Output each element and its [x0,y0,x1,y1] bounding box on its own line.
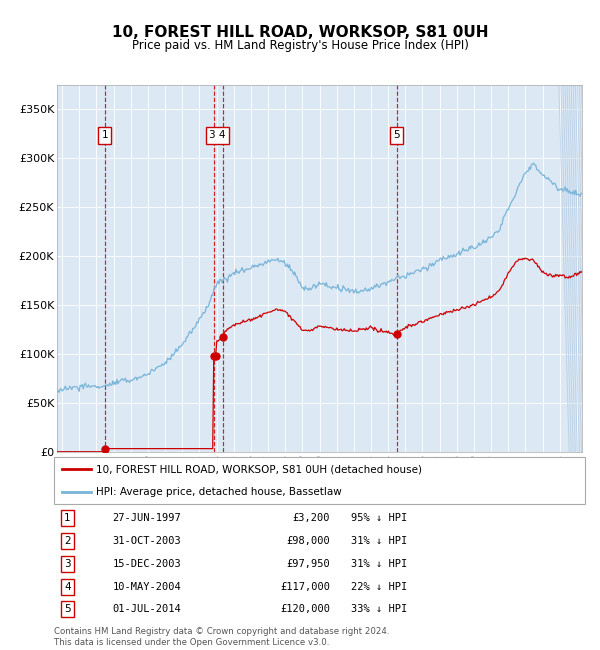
FancyBboxPatch shape [54,457,585,504]
Text: £98,000: £98,000 [286,536,330,546]
Text: 1: 1 [64,514,71,523]
Text: 3: 3 [64,559,71,569]
Text: £117,000: £117,000 [280,582,330,592]
Text: Price paid vs. HM Land Registry's House Price Index (HPI): Price paid vs. HM Land Registry's House … [131,39,469,52]
Text: 31% ↓ HPI: 31% ↓ HPI [352,536,407,546]
Text: 2: 2 [64,536,71,546]
Text: £3,200: £3,200 [293,514,330,523]
Text: 10, FOREST HILL ROAD, WORKSOP, S81 0UH: 10, FOREST HILL ROAD, WORKSOP, S81 0UH [112,25,488,40]
Text: 5: 5 [394,131,400,140]
Text: HPI: Average price, detached house, Bassetlaw: HPI: Average price, detached house, Bass… [97,487,342,497]
Text: 31% ↓ HPI: 31% ↓ HPI [352,559,407,569]
Text: 4: 4 [64,582,71,592]
Text: £97,950: £97,950 [286,559,330,569]
Text: 95% ↓ HPI: 95% ↓ HPI [352,514,407,523]
Text: 22% ↓ HPI: 22% ↓ HPI [352,582,407,592]
Text: 33% ↓ HPI: 33% ↓ HPI [352,604,407,614]
Text: 1: 1 [101,131,108,140]
Text: 3 4: 3 4 [209,131,226,140]
Text: 27-JUN-1997: 27-JUN-1997 [112,514,181,523]
Text: Contains HM Land Registry data © Crown copyright and database right 2024.
This d: Contains HM Land Registry data © Crown c… [54,627,389,647]
Text: 10-MAY-2004: 10-MAY-2004 [112,582,181,592]
Text: 5: 5 [64,604,71,614]
Text: 15-DEC-2003: 15-DEC-2003 [112,559,181,569]
Text: 01-JUL-2014: 01-JUL-2014 [112,604,181,614]
Text: £120,000: £120,000 [280,604,330,614]
Text: 31-OCT-2003: 31-OCT-2003 [112,536,181,546]
Text: 10, FOREST HILL ROAD, WORKSOP, S81 0UH (detached house): 10, FOREST HILL ROAD, WORKSOP, S81 0UH (… [97,464,422,474]
